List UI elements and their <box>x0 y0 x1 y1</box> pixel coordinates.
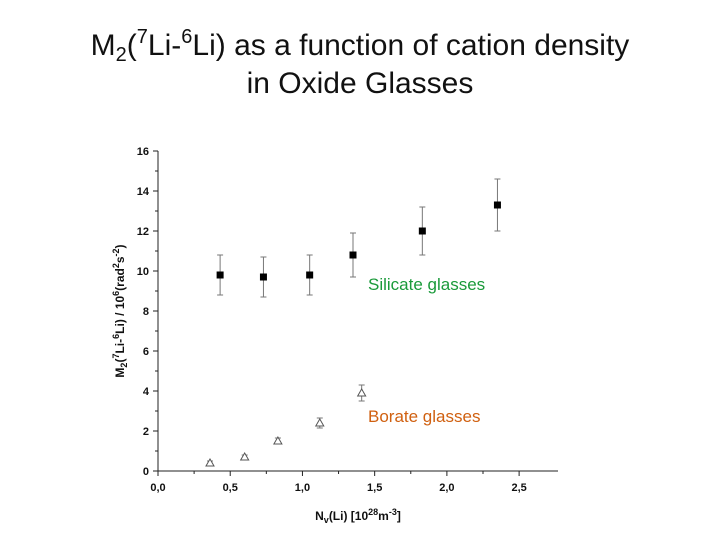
x-axis-ticks: 0,0 0,5 1,0 1,5 2,0 2,5 <box>150 471 527 494</box>
data-point <box>418 227 426 235</box>
data-point <box>205 457 215 467</box>
y-tick-label: 14 <box>137 186 150 198</box>
y-tick-label: 4 <box>143 386 150 398</box>
data-series <box>205 178 501 467</box>
x-tick-label: 2,0 <box>439 482 454 494</box>
data-point <box>216 271 224 279</box>
data-point <box>314 417 325 427</box>
x-tick-label: 2,5 <box>511 482 526 494</box>
borate-glasses-label: Borate glasses <box>368 407 480 426</box>
y-tick-label: 12 <box>137 226 149 238</box>
data-point <box>259 273 267 281</box>
y-axis-ticks: 0 2 4 6 8 10 12 14 16 <box>137 146 158 478</box>
y-tick-label: 16 <box>137 146 149 158</box>
x-tick-label: 1,5 <box>367 482 382 494</box>
y-tick-label: 0 <box>143 466 149 478</box>
silicate-glasses-label: Silicate glasses <box>368 275 485 294</box>
x-tick-label: 1,0 <box>295 482 310 494</box>
y-axis-label: M2(7Li-6Li) / 106(rad2s-2) <box>111 244 129 377</box>
y-tick-label: 6 <box>143 346 149 358</box>
data-point <box>356 387 367 397</box>
series-silicate-glasses <box>216 178 501 298</box>
data-point <box>239 451 250 461</box>
y-tick-label: 10 <box>137 266 149 278</box>
x-tick-label: 0,5 <box>223 482 238 494</box>
x-axis-label: Nv(Li) [1028m-3] <box>315 507 401 525</box>
chart-title-line-1: M2(7Li-6Li) as a function of cation dens… <box>90 26 630 66</box>
x-tick-label: 0,0 <box>150 482 165 494</box>
axes <box>157 151 558 472</box>
data-point <box>493 201 501 209</box>
y-tick-label: 2 <box>143 426 149 438</box>
data-point <box>273 435 283 445</box>
data-point <box>306 271 314 279</box>
y-tick-label: 8 <box>143 306 149 318</box>
chart-title-line-2: in Oxide Glasses <box>246 67 474 100</box>
series-borate-glasses <box>205 384 367 467</box>
data-point <box>349 251 357 259</box>
